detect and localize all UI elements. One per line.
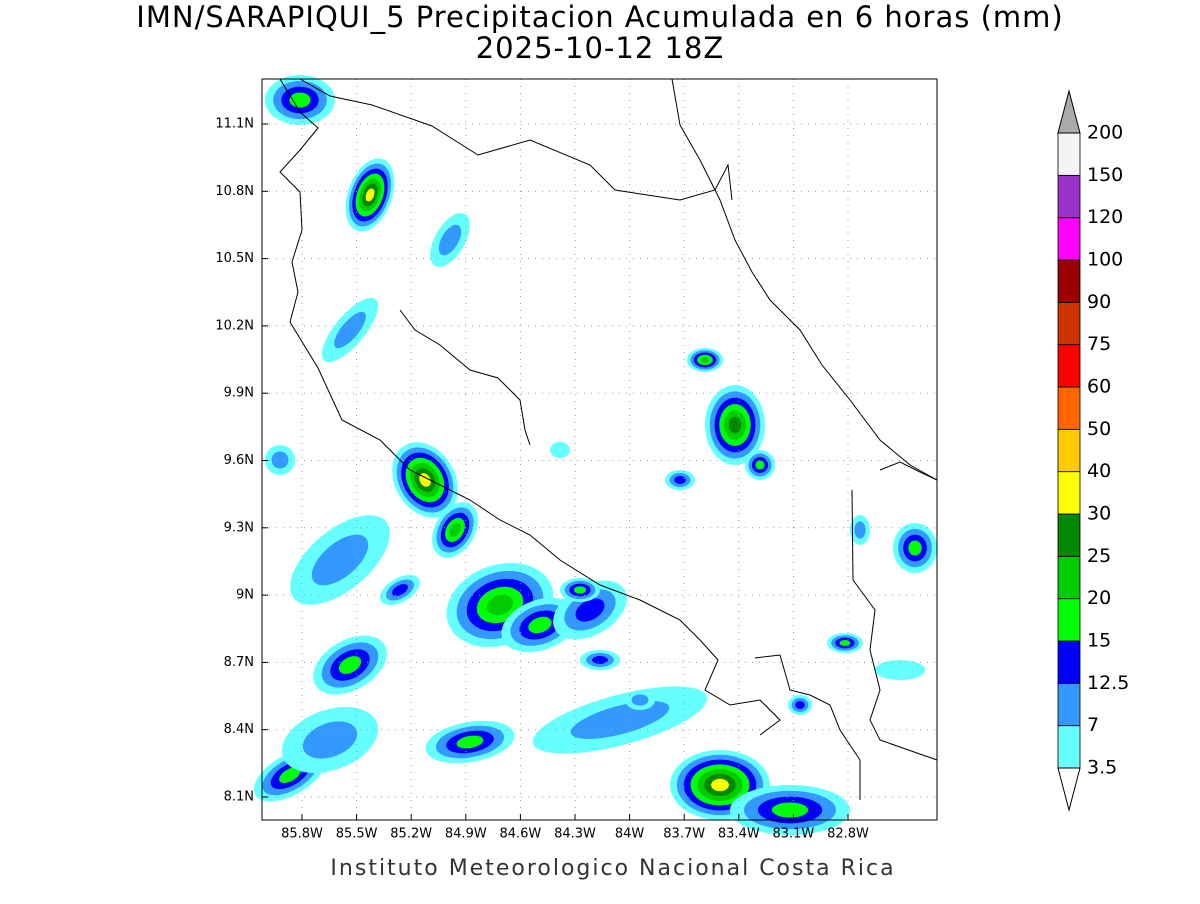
precip-contour [908, 540, 922, 556]
colorbar-label: 12.5 [1087, 672, 1129, 694]
colorbar-label: 7 [1087, 714, 1099, 736]
lon-tick-label: 83.4W [718, 827, 760, 842]
colorbar-box [1057, 513, 1081, 557]
lat-tick-label: 10.2N [215, 318, 254, 333]
precip-contour [338, 656, 362, 674]
lat-tick-label: 8.1N [224, 790, 254, 805]
lat-tick-label: 9.3N [224, 520, 254, 535]
colorbar-label: 100 [1087, 249, 1123, 271]
lon-tick-label: 85.2W [390, 827, 432, 842]
colorbar-box [1057, 174, 1081, 219]
precip-contour [700, 357, 710, 363]
precip-contour [771, 802, 809, 818]
colorbar-box [1057, 725, 1081, 769]
lon-tick-label: 82.8W [827, 827, 869, 842]
precip-contour [575, 598, 605, 622]
colorbar-label: 150 [1087, 164, 1123, 186]
colorbar-label: 75 [1087, 333, 1111, 355]
lat-tick-label: 8.7N [224, 655, 254, 670]
colorbar-label: 200 [1087, 122, 1123, 144]
precip-contour [570, 701, 670, 739]
colorbar-label: 40 [1087, 460, 1111, 482]
precip-contour [755, 460, 765, 470]
lon-tick-label: 84.6W [499, 827, 541, 842]
title: IMN/SARAPIQUI_5 Precipitacion Acumulada … [136, 0, 1063, 34]
colorbar-box [1057, 471, 1081, 515]
precip-contour [795, 701, 805, 709]
lat-tick-label: 9.9N [224, 386, 254, 401]
colorbar-box [1057, 259, 1081, 303]
precip-contour [486, 594, 514, 616]
colorbar-box [1057, 682, 1081, 727]
precip-contour [419, 473, 431, 487]
colorbar-box [1057, 132, 1081, 176]
colorbar-box [1057, 598, 1081, 642]
lat-tick-label: 10.5N [215, 251, 254, 266]
lat-tick-label: 8.4N [224, 722, 254, 737]
colorbar-label: 15 [1087, 630, 1111, 652]
precip-contour [550, 442, 570, 458]
colorbar-box [1057, 386, 1081, 430]
colorbar-box [1057, 301, 1081, 346]
colorbar-box [1057, 217, 1081, 261]
colorbar-label: 25 [1087, 545, 1111, 567]
colorbar-label: 30 [1087, 503, 1111, 525]
colorbar-label: 3.5 [1087, 757, 1117, 779]
lat-tick-label: 9N [236, 588, 254, 603]
precip-contour [528, 616, 552, 634]
colorbar-arrow-low [1057, 767, 1081, 812]
colorbar-label: 120 [1087, 206, 1123, 228]
lon-tick-label: 85.5W [336, 827, 378, 842]
lat-tick-label: 10.8N [215, 184, 254, 199]
precip-contour [854, 521, 866, 539]
lon-tick-label: 85.8W [281, 827, 323, 842]
colorbar-box [1057, 344, 1081, 388]
precip-contour [438, 224, 462, 256]
colorbar-label: 60 [1087, 376, 1111, 398]
colorbar-box [1057, 555, 1081, 600]
footer: Instituto Meteorologico Nacional Costa R… [330, 856, 895, 881]
colorbar-arrow-high [1057, 89, 1081, 134]
lon-tick-label: 84.9W [445, 827, 487, 842]
precip-contour [728, 416, 742, 434]
grid: 85.8W 85.5W 85.2W 84.9W 84.6W 84.3W 84W 83.7W 83… [215, 79, 937, 842]
precip-contour [392, 584, 408, 596]
lat-tick-label: 11.1N [215, 117, 254, 132]
subtitle: 2025-10-12 18Z [476, 31, 725, 65]
map-frame [261, 78, 938, 821]
lat-tick-label: 9.6N [224, 453, 254, 468]
coastlines [279, 78, 938, 800]
colorbar-box [1057, 428, 1081, 473]
precip-contour [456, 735, 484, 749]
precip-contour [311, 534, 369, 586]
lon-tick-label: 83.1W [772, 827, 814, 842]
precip-contour [334, 311, 366, 349]
precip-contour [839, 639, 851, 647]
precip-contour [674, 476, 686, 484]
precip-contour [279, 767, 301, 783]
colorbar: 3.5 7 12.5 15 20 25 30 40 50 60 75 90 100 120 150 200 [1057, 89, 1129, 812]
precip-contour [302, 721, 358, 759]
precip-contour [573, 586, 587, 594]
colorbar-label: 50 [1087, 418, 1111, 440]
precip-contour [875, 660, 925, 680]
lon-tick-label: 84.3W [554, 827, 596, 842]
precip-contour [449, 523, 461, 537]
colorbar-label: 20 [1087, 587, 1111, 609]
lon-tick-label: 83.7W [663, 827, 705, 842]
lon-tick-label: 84W [615, 827, 645, 842]
colorbar-box [1057, 640, 1081, 684]
precip-contour [271, 451, 289, 469]
precip-contour [711, 778, 729, 792]
precip-contour [592, 656, 608, 664]
precip-contour [631, 694, 649, 706]
colorbar-label: 90 [1087, 291, 1111, 313]
precip-field [253, 75, 937, 835]
